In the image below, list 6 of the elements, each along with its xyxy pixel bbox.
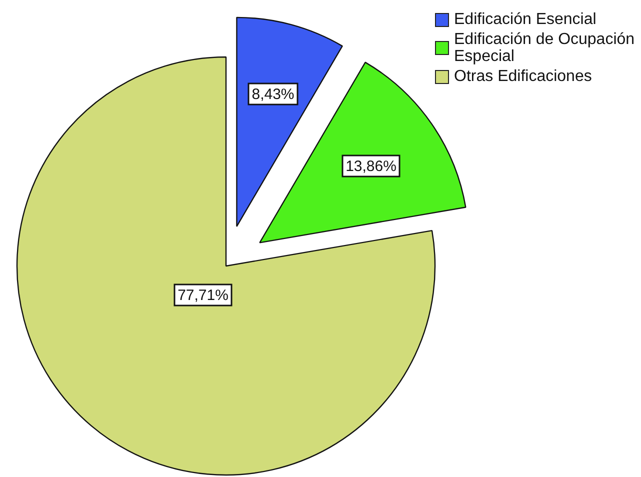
- legend-label: Edificación Esencial: [454, 11, 598, 28]
- legend-label: Edificación de Ocupación Especial: [454, 31, 636, 65]
- data-label: 13,86%: [346, 158, 396, 176]
- data-label: 77,71%: [178, 287, 228, 304]
- data-label: 8,43%: [252, 86, 294, 104]
- legend-label: Otras Edificaciones: [454, 68, 593, 85]
